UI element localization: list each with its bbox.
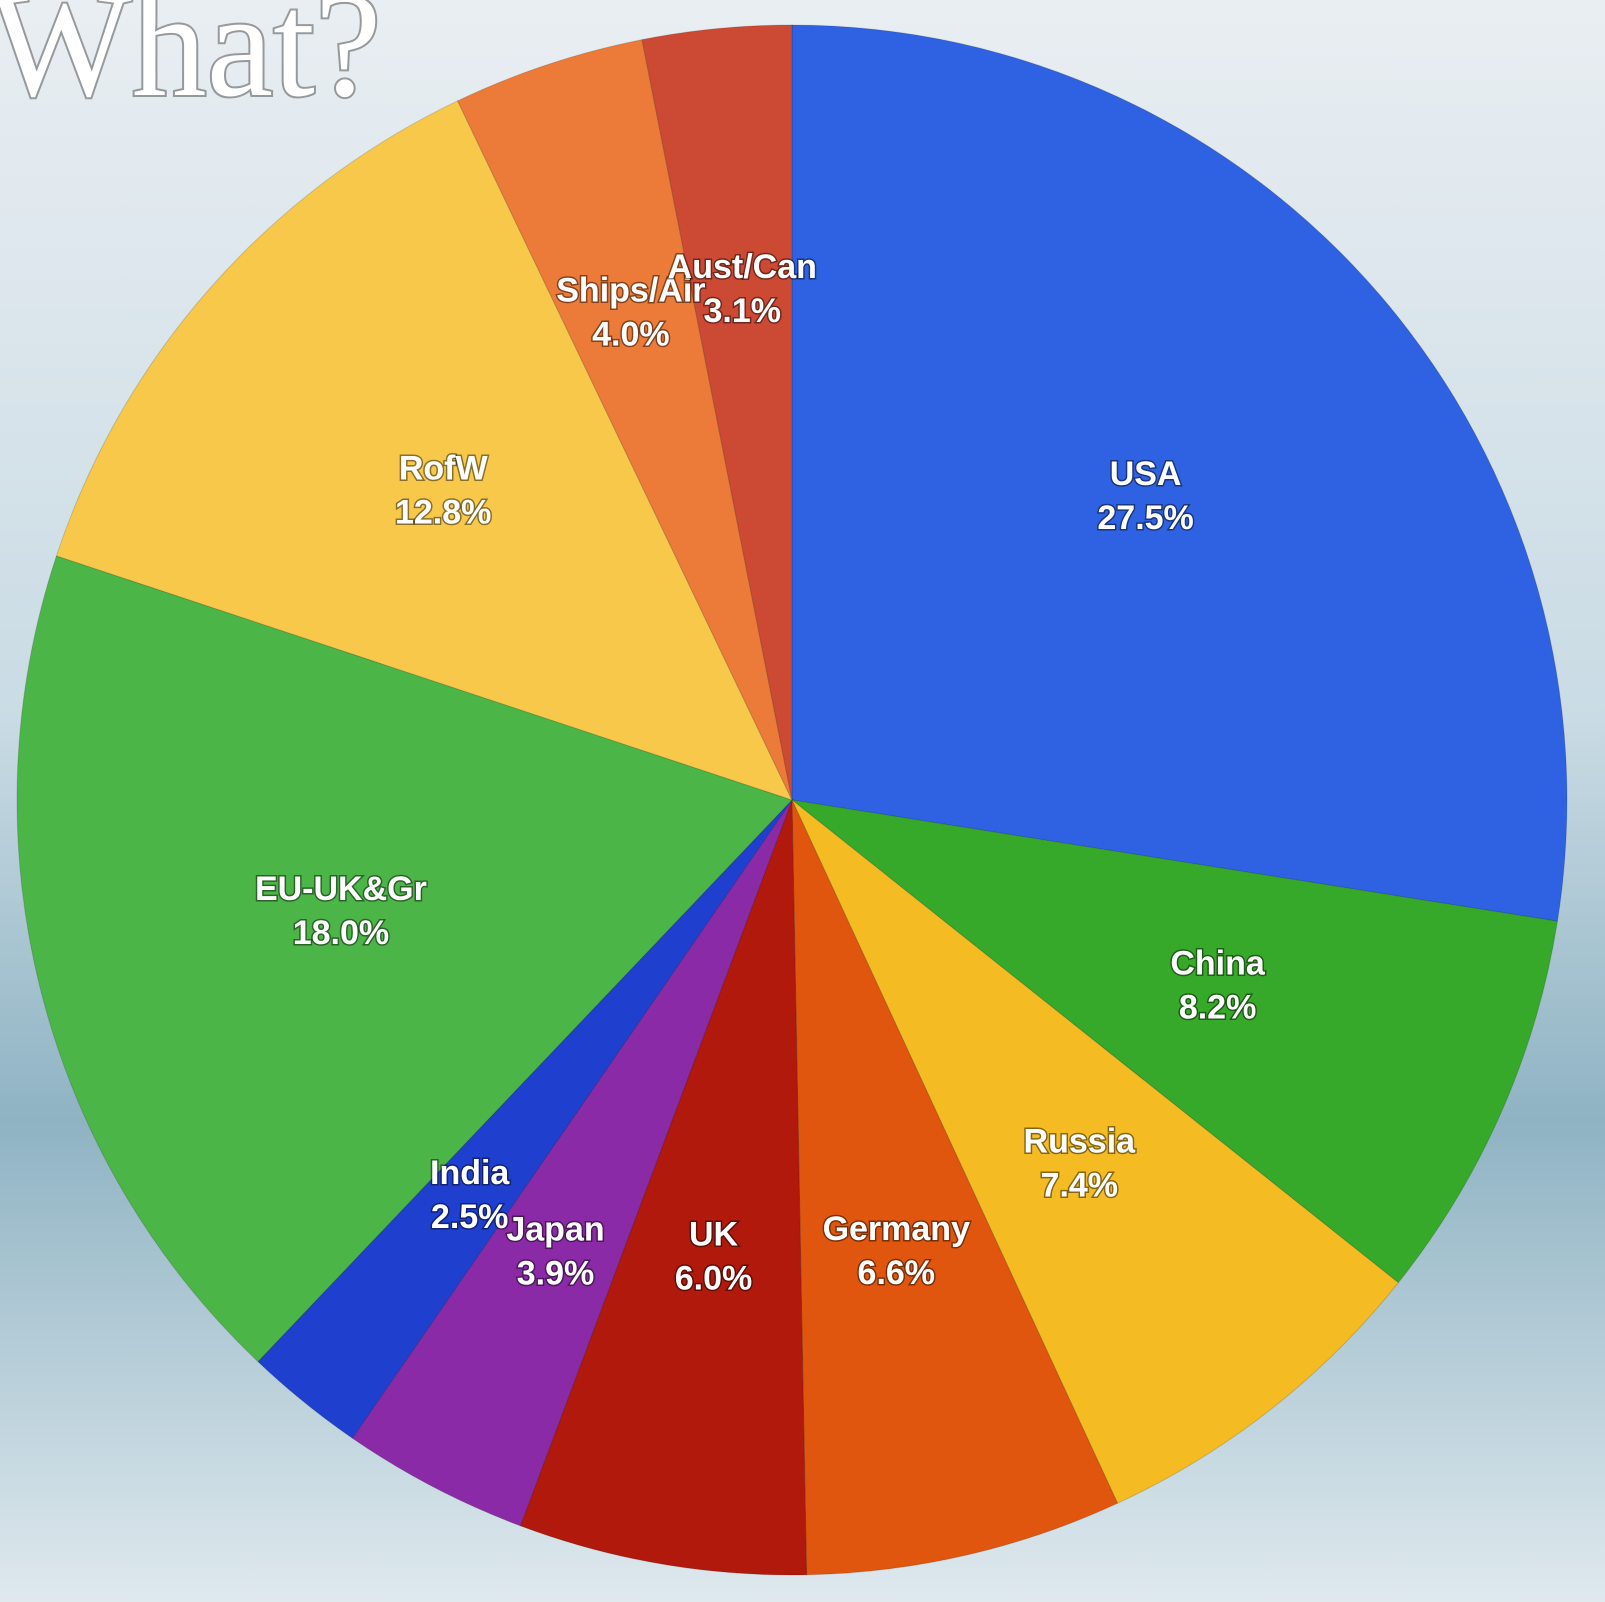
pie-slice (351, 799, 793, 1527)
pie-slice (16, 555, 793, 1363)
slice-value-label: 6.0% (675, 1259, 753, 1297)
pie-slice (791, 799, 1119, 1576)
pie-slice (791, 24, 1568, 922)
slice-value-label: 6.6% (858, 1254, 936, 1292)
pie: USA 27.5% China 8.2% Russia 7.4% Germany 6.6% UK… (16, 24, 1568, 1576)
slice-label: India (430, 1154, 510, 1192)
pie-slice (791, 799, 1400, 1504)
slice-label: Japan (506, 1211, 604, 1249)
pie-slice (790, 799, 1559, 1284)
pie-slice (257, 799, 793, 1439)
slice-value-label: 3.1% (704, 292, 782, 330)
pie-slice (456, 39, 793, 801)
slice-label: EU-UK&Gr (255, 870, 427, 908)
slice-value-label: 2.5% (431, 1198, 509, 1236)
slice-label: Germany (823, 1210, 970, 1248)
pie-slice (641, 24, 793, 801)
slice-value-label: 8.2% (1179, 988, 1257, 1026)
pie-slice (519, 799, 808, 1576)
slice-label: Russia (1024, 1123, 1137, 1161)
slice-value-label: 27.5% (1097, 499, 1193, 537)
pie-slice (55, 100, 793, 801)
slice-label: USA (1110, 455, 1182, 493)
slice-label: UK (689, 1215, 739, 1253)
slice-label: Ships/Air (556, 272, 705, 310)
slice-label: China (1170, 944, 1266, 982)
slice-value-label: 7.4% (1041, 1167, 1119, 1205)
slice-label: Aust/Can (668, 248, 817, 286)
slice-value-label: 18.0% (293, 914, 389, 952)
slice-value-label: 12.8% (395, 493, 491, 531)
slice-value-label: 3.9% (517, 1255, 595, 1293)
chart-title: What? (0, 0, 381, 128)
slice-value-label: 4.0% (592, 316, 670, 354)
slice-label: RofW (399, 449, 489, 487)
